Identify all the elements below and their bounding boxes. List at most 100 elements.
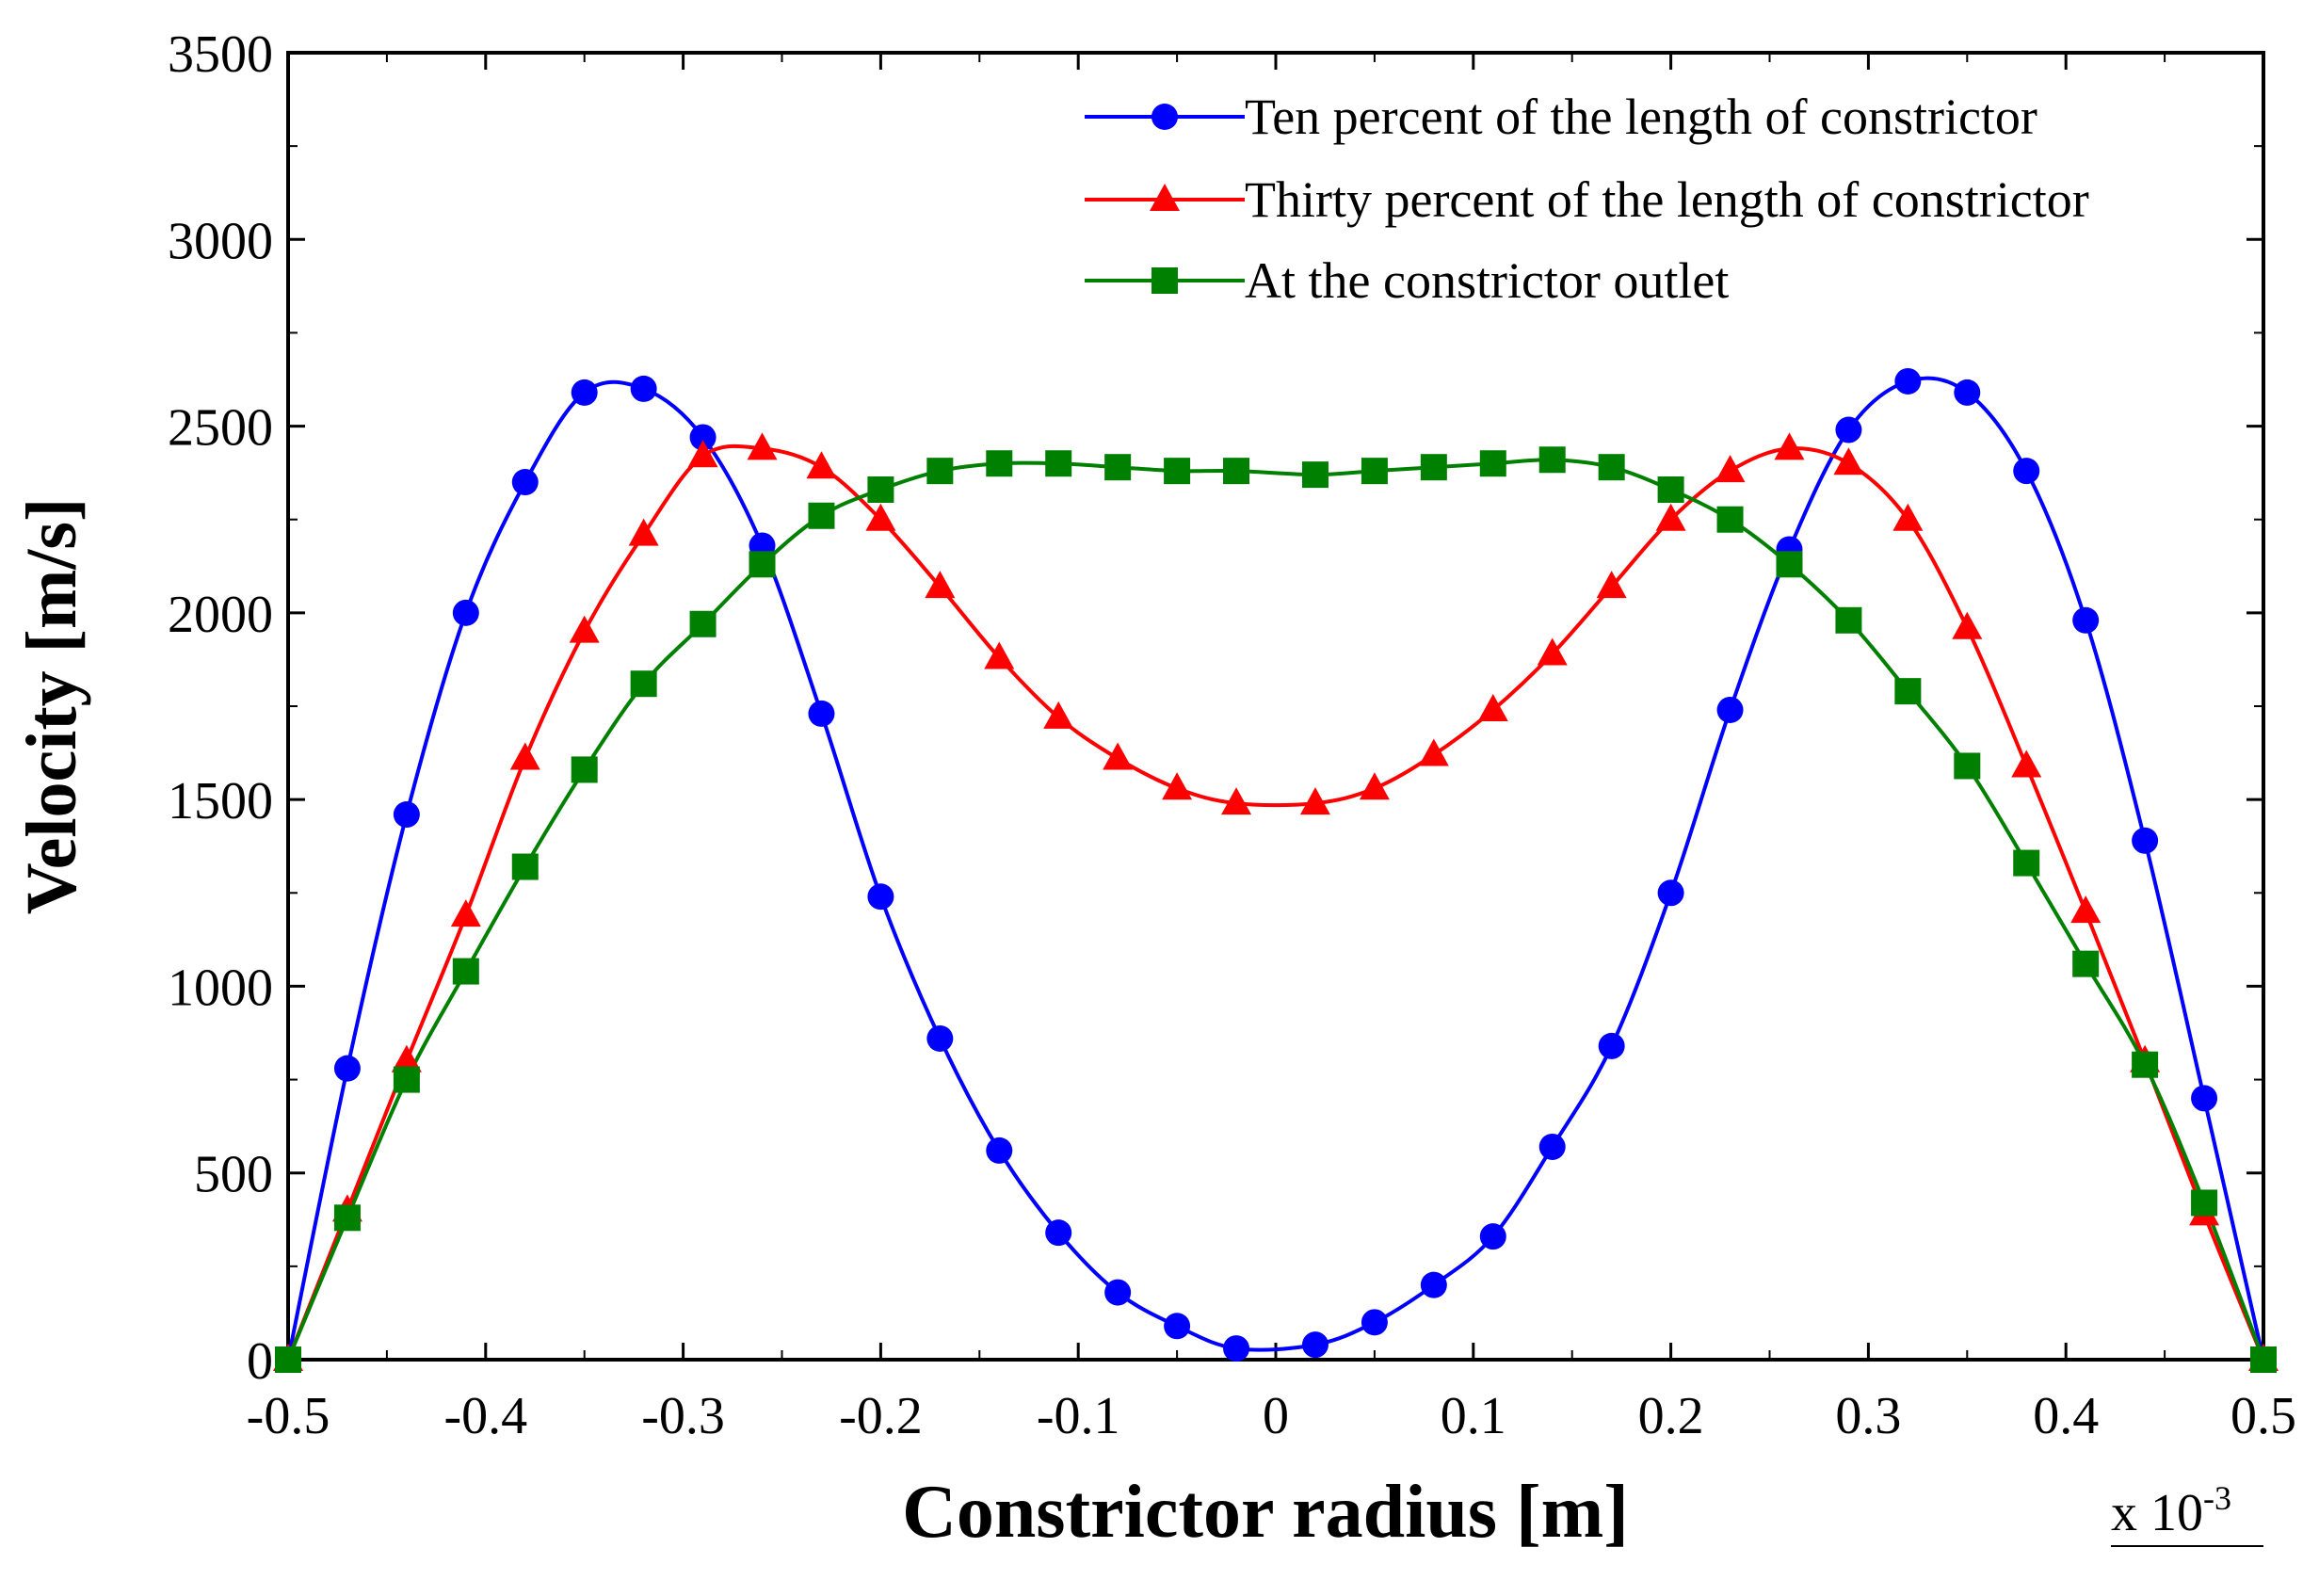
data-point-outlet	[926, 458, 954, 485]
y-tick-label: 2500	[168, 399, 273, 458]
data-point-thirty-percent	[628, 518, 659, 546]
data-point-outlet	[986, 450, 1013, 477]
data-point-outlet	[1361, 458, 1388, 485]
data-point-ten-percent	[1301, 1331, 1329, 1359]
x-multiplier-base: x 10	[2111, 1484, 2203, 1542]
legend: Ten percent of the length of constrictor…	[1085, 89, 2089, 309]
data-point-thirty-percent	[1833, 447, 1864, 476]
legend-marker	[1151, 267, 1178, 294]
data-point-ten-percent	[808, 700, 835, 727]
data-point-thirty-percent	[1537, 637, 1568, 666]
data-point-outlet	[333, 1204, 361, 1232]
data-point-ten-percent	[2013, 458, 2040, 485]
data-point-thirty-percent	[1299, 787, 1330, 815]
data-point-thirty-percent	[984, 641, 1015, 669]
data-point-thirty-percent	[1359, 772, 1390, 800]
y-tick-label: 2000	[168, 586, 273, 644]
data-point-outlet	[1835, 606, 1862, 634]
axis-ticks: -0.5 -0.4 -0.3 -0.2 -0.1 0 0.1 0.2 0.3 0.4 0.5 0 500…	[168, 25, 2296, 1445]
legend-item-thirty-percent: Thirty percent of the length of constric…	[1085, 171, 2089, 228]
data-point-outlet	[1657, 476, 1684, 503]
data-point-thirty-percent	[806, 451, 837, 479]
data-point-ten-percent	[630, 375, 657, 402]
data-point-outlet	[1164, 458, 1191, 485]
series-markers	[273, 367, 2279, 1373]
legend-item-outlet: At the constrictor outlet	[1085, 252, 1729, 309]
data-point-thirty-percent	[1892, 503, 1924, 531]
series-line-ten-percent	[286, 376, 2265, 1361]
data-point-outlet	[393, 1066, 420, 1093]
data-point-thirty-percent	[450, 899, 481, 927]
data-point-ten-percent	[2132, 827, 2159, 854]
data-point-ten-percent	[1894, 367, 1922, 395]
x-tick-label: 0.4	[2033, 1387, 2099, 1445]
data-point-outlet	[1479, 450, 1506, 477]
data-point-thirty-percent	[747, 432, 778, 460]
data-point-outlet	[2191, 1189, 2218, 1217]
legend-marker	[1150, 184, 1180, 211]
data-point-outlet	[2132, 1051, 2159, 1078]
data-point-ten-percent	[571, 379, 598, 406]
y-tick-label: 1000	[168, 959, 273, 1017]
x-tick-label: -0.3	[641, 1387, 725, 1445]
legend-label: Thirty percent of the length of constric…	[1245, 171, 2089, 228]
data-point-ten-percent	[1104, 1279, 1132, 1306]
x-tick-label: -0.2	[839, 1387, 923, 1445]
data-point-ten-percent	[1164, 1313, 1191, 1340]
legend-item-ten-percent: Ten percent of the length of constrictor	[1085, 89, 2037, 145]
x-tick-label: -0.1	[1037, 1387, 1120, 1445]
data-point-thirty-percent	[2011, 750, 2042, 778]
series-points-outlet	[275, 446, 2277, 1373]
data-point-ten-percent	[2191, 1085, 2218, 1112]
data-point-ten-percent	[1716, 696, 1744, 723]
data-point-thirty-percent	[569, 615, 600, 643]
y-axis-title: Velocity [m/s]	[12, 498, 91, 915]
y-tick-label: 500	[194, 1146, 273, 1204]
data-point-outlet	[452, 958, 479, 985]
x-multiplier-exponent: -3	[2203, 1479, 2231, 1517]
x-axis-title: Constrictor radius [m]	[902, 1471, 1629, 1554]
y-tick-label: 0	[247, 1332, 273, 1391]
svg-text:x 10-3: x 10-3	[2111, 1479, 2231, 1542]
y-tick-label: 3500	[168, 25, 273, 84]
data-point-thirty-percent	[2070, 895, 2102, 924]
series-points-thirty-percent	[273, 432, 2279, 1371]
data-point-outlet	[2013, 849, 2040, 877]
series-lines	[286, 376, 2265, 1361]
data-point-thirty-percent	[1655, 503, 1686, 531]
data-point-outlet	[2250, 1346, 2277, 1373]
data-point-ten-percent	[452, 599, 479, 626]
x-tick-label: 0.1	[1441, 1387, 1506, 1445]
x-tick-label: -0.4	[443, 1387, 527, 1445]
series-line-outlet	[286, 458, 2265, 1361]
data-point-outlet	[630, 670, 657, 698]
data-point-thirty-percent	[1596, 571, 1627, 599]
y-tick-label: 3000	[168, 212, 273, 270]
data-point-ten-percent	[1954, 379, 1981, 406]
data-point-ten-percent	[1538, 1133, 1566, 1160]
data-point-ten-percent	[1420, 1271, 1447, 1298]
data-point-outlet	[689, 610, 717, 637]
data-point-outlet	[1894, 678, 1922, 705]
data-point-thirty-percent	[1952, 611, 1983, 639]
data-point-thirty-percent	[1715, 455, 1746, 483]
data-point-ten-percent	[867, 883, 894, 911]
data-point-ten-percent	[333, 1055, 361, 1082]
legend-marker	[1151, 104, 1178, 130]
data-point-ten-percent	[986, 1137, 1013, 1164]
y-tick-label: 1500	[168, 772, 273, 830]
data-point-thirty-percent	[865, 503, 896, 531]
data-point-thirty-percent	[1043, 701, 1074, 729]
series-points-ten-percent	[275, 367, 2277, 1373]
data-point-ten-percent	[2072, 606, 2100, 634]
x-tick-label: 0.3	[1835, 1387, 1901, 1445]
data-point-ten-percent	[1361, 1309, 1388, 1336]
data-point-outlet	[1223, 458, 1250, 485]
data-point-thirty-percent	[1774, 432, 1805, 460]
data-point-thirty-percent	[1221, 787, 1252, 815]
data-point-ten-percent	[926, 1024, 954, 1052]
x-tick-label: -0.5	[247, 1387, 330, 1445]
data-point-ten-percent	[1045, 1219, 1072, 1247]
data-point-outlet	[867, 476, 894, 503]
